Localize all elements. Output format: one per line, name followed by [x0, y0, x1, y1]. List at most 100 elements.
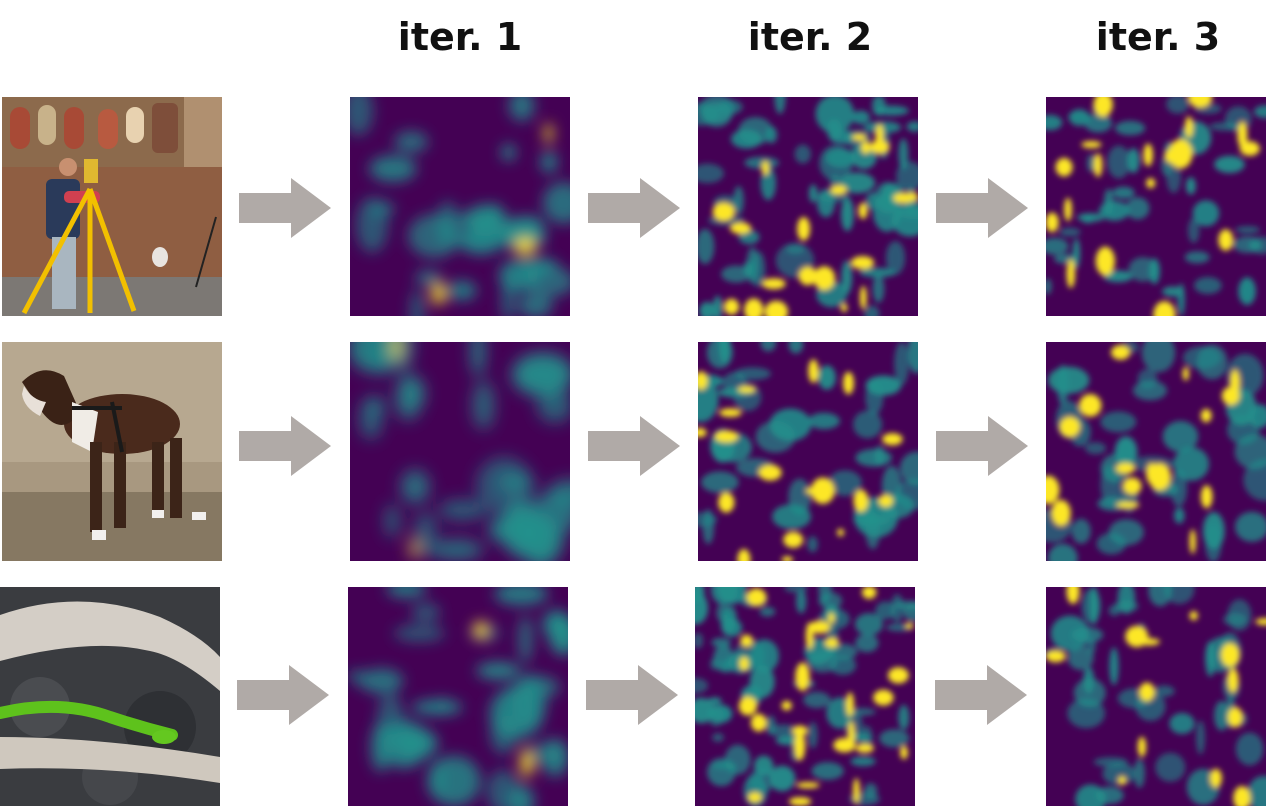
heatmap-blob [864, 305, 880, 316]
heatmap-row2-iter1 [350, 342, 570, 561]
heatmap-hotspot [858, 202, 868, 219]
heatmap-hotspot [860, 285, 867, 310]
heatmap-blob [1235, 226, 1260, 234]
heatmap-blob [1077, 213, 1105, 222]
heatmap-hotspot [862, 587, 877, 599]
input-photo-dog [2, 342, 222, 561]
heatmap-blob [720, 659, 735, 673]
heatmap-hotspot [738, 696, 757, 716]
heatmap-blob [865, 380, 884, 415]
heatmap-blob [415, 270, 443, 286]
heatmap-blob [1127, 148, 1140, 174]
heatmap-blob [1112, 186, 1135, 199]
heatmap-blob [853, 410, 883, 439]
heatmap-blob [895, 478, 918, 510]
heatmap-blob [817, 188, 835, 218]
heatmap-hotspot [698, 427, 707, 438]
heatmap-hotspot [393, 342, 400, 361]
heatmap-hotspot [781, 556, 793, 561]
heatmap-blob [1050, 615, 1090, 652]
heatmap-blob [1114, 436, 1138, 469]
heatmap-blob [879, 182, 898, 213]
heatmap-blob [350, 97, 374, 136]
heatmap-blob [1196, 720, 1205, 755]
heatmap-blob [1108, 605, 1121, 616]
heatmap-hotspot [795, 662, 810, 692]
heatmap-blob [718, 342, 731, 364]
arrow-row3-a [237, 665, 329, 725]
heatmap-blob [1192, 200, 1220, 227]
heatmap-row1-iter3 [1046, 97, 1266, 316]
heatmap-hotspot [797, 217, 811, 241]
heatmap-hotspot [1046, 475, 1060, 505]
heatmap-hotspot [788, 797, 812, 806]
heatmap-blob [907, 342, 918, 374]
heatmap-hotspot [1200, 485, 1213, 509]
heatmap-hotspot [1046, 212, 1059, 233]
heatmap-hotspot [869, 140, 890, 154]
heatmap-hotspot [1189, 611, 1198, 621]
arrow-row2-a [239, 416, 331, 476]
heatmap-blob [1141, 342, 1176, 373]
heatmap-hotspot [1066, 259, 1075, 289]
heatmap-hotspot [724, 298, 740, 315]
heatmap-blob [516, 675, 561, 699]
heatmap-blob [1205, 641, 1216, 677]
heatmap-hotspot [882, 433, 903, 446]
heatmap-hotspot [846, 692, 854, 717]
heatmap-blob [1186, 177, 1196, 195]
heatmap-hotspot [737, 549, 751, 561]
heatmap-blob [430, 539, 484, 561]
heatmap-blob [1169, 712, 1195, 735]
heatmap-blob [854, 613, 884, 636]
heatmap-blob [855, 633, 879, 653]
heatmap-blob [1103, 270, 1133, 283]
heatmap-blob [695, 591, 709, 625]
heatmap-blob [1166, 97, 1190, 114]
heatmap-blob [409, 289, 425, 316]
heatmap-row3-iter3 [1046, 587, 1266, 806]
heatmap-hotspot [1093, 153, 1103, 177]
heatmap-hotspot [740, 634, 753, 647]
heatmap-hotspot [873, 689, 894, 706]
heatmap-blob [796, 589, 807, 614]
heatmap-blob [1047, 543, 1078, 561]
heatmap-hotspot [1081, 141, 1102, 149]
heatmap-blob [350, 342, 404, 374]
heatmap-blob [874, 445, 885, 467]
heatmap-blob [807, 650, 838, 673]
heatmap-blob [855, 448, 892, 467]
arrow-row1-a [239, 178, 331, 238]
heatmap-blob [518, 293, 553, 316]
heatmap-hotspot [1139, 682, 1155, 702]
heatmap-hotspot [1051, 499, 1071, 527]
heatmap-blob [1056, 364, 1069, 405]
heatmap-hotspot [805, 622, 814, 650]
heatmap-blob [481, 203, 506, 229]
heatmap-blob [446, 280, 477, 301]
heatmap-blob [1184, 251, 1210, 264]
heatmap-hotspot [746, 588, 767, 607]
column-header-iter-1: iter. 1 [397, 15, 523, 59]
heatmap-blob [1187, 217, 1200, 244]
heatmap-blob [808, 184, 818, 203]
heatmap-hotspot [1146, 178, 1156, 189]
heatmap-hotspot [900, 745, 908, 760]
heatmap-blob [711, 637, 732, 648]
heatmap-row2-iter2 [698, 342, 918, 561]
heatmap-blob [476, 662, 521, 680]
heatmap-row2-iter3 [1046, 342, 1266, 561]
heatmap-row1-iter1 [350, 97, 570, 316]
heatmap-hotspot [750, 713, 767, 732]
heatmap-blob [359, 396, 383, 440]
heatmap-blob [1247, 775, 1266, 806]
heatmap-blob [875, 601, 896, 620]
heatmap-blob [698, 163, 724, 184]
heatmap-blob [1209, 122, 1241, 131]
heatmap-blob [407, 214, 461, 258]
heatmap-hotspot [432, 283, 445, 305]
heatmap-blob [501, 278, 515, 316]
heatmap-blob [1073, 678, 1106, 708]
heatmap-blob [1248, 236, 1266, 255]
heatmap-blob [807, 721, 818, 749]
